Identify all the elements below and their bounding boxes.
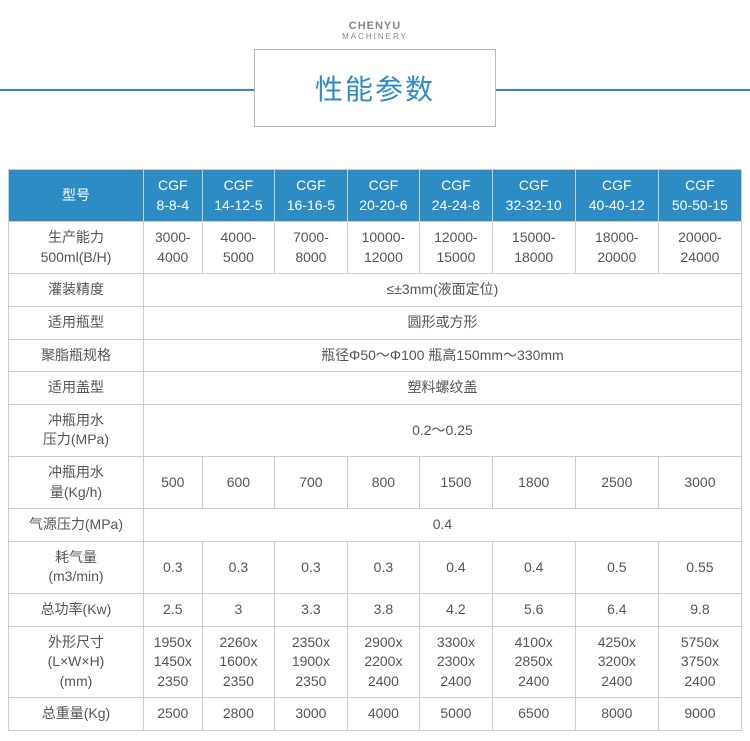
- table-row: 适用盖型塑料螺纹盖: [9, 372, 742, 405]
- cell-value: 2900x2200x2400: [347, 626, 420, 698]
- brand-subtitle: MACHINERY: [0, 32, 750, 41]
- cell-value: 2500: [575, 456, 658, 508]
- cell-value: 3.8: [347, 593, 420, 626]
- table-row: 冲瓶用水压力(MPa)0.2～0.25: [9, 404, 742, 456]
- cell-value: 3000: [658, 456, 741, 508]
- row-span-value: 0.2～0.25: [143, 404, 741, 456]
- header-label: 型号: [9, 170, 144, 222]
- row-label: 外形尺寸(L×W×H)(mm): [9, 626, 144, 698]
- cell-value: 0.55: [658, 541, 741, 593]
- cell-value: 3300x2300x2400: [420, 626, 493, 698]
- row-label: 气源压力(MPa): [9, 509, 144, 542]
- model-header: CGF40-40-12: [575, 170, 658, 222]
- cell-value: 5.6: [492, 593, 575, 626]
- spec-table: 型号CGF8-8-4CGF14-12-5CGF16-16-5CGF20-20-6…: [8, 169, 742, 731]
- table-row: 聚脂瓶规格瓶径Φ50～Φ100 瓶高150mm～330mm: [9, 339, 742, 372]
- cell-value: 0.4: [492, 541, 575, 593]
- cell-value: 0.5: [575, 541, 658, 593]
- cell-value: 4.2: [420, 593, 493, 626]
- cell-value: 2260x1600x2350: [202, 626, 275, 698]
- table-body: 生产能力500ml(B/H)3000-40004000-50007000-800…: [9, 222, 742, 731]
- row-span-value: 塑料螺纹盖: [143, 372, 741, 405]
- cell-value: 4100x2850x2400: [492, 626, 575, 698]
- cell-value: 12000-15000: [420, 222, 493, 274]
- cell-value: 500: [143, 456, 202, 508]
- cell-value: 2500: [143, 698, 202, 731]
- cell-value: 8000: [575, 698, 658, 731]
- row-label: 聚脂瓶规格: [9, 339, 144, 372]
- cell-value: 4000-5000: [202, 222, 275, 274]
- table-row: 外形尺寸(L×W×H)(mm)1950x1450x23502260x1600x2…: [9, 626, 742, 698]
- cell-value: 18000-20000: [575, 222, 658, 274]
- row-label: 冲瓶用水压力(MPa): [9, 404, 144, 456]
- row-label: 总重量(Kg): [9, 698, 144, 731]
- cell-value: 1800: [492, 456, 575, 508]
- cell-value: 1950x1450x2350: [143, 626, 202, 698]
- cell-value: 3: [202, 593, 275, 626]
- cell-value: 2350x1900x2350: [275, 626, 348, 698]
- table-row: 总重量(Kg)25002800300040005000650080009000: [9, 698, 742, 731]
- model-header: CGF14-12-5: [202, 170, 275, 222]
- cell-value: 2.5: [143, 593, 202, 626]
- title-box: 性能参数: [254, 49, 496, 127]
- cell-value: 2800: [202, 698, 275, 731]
- model-header: CGF8-8-4: [143, 170, 202, 222]
- cell-value: 600: [202, 456, 275, 508]
- cell-value: 4250x3200x2400: [575, 626, 658, 698]
- row-span-value: 瓶径Φ50～Φ100 瓶高150mm～330mm: [143, 339, 741, 372]
- title-wrap: 性能参数: [0, 49, 750, 129]
- row-label: 总功率(Kw): [9, 593, 144, 626]
- cell-value: 5750x3750x2400: [658, 626, 741, 698]
- cell-value: 5000: [420, 698, 493, 731]
- cell-value: 700: [275, 456, 348, 508]
- cell-value: 9.8: [658, 593, 741, 626]
- cell-value: 20000-24000: [658, 222, 741, 274]
- row-span-value: ≤±3mm(液面定位): [143, 274, 741, 307]
- cell-value: 6.4: [575, 593, 658, 626]
- table-header-row: 型号CGF8-8-4CGF14-12-5CGF16-16-5CGF20-20-6…: [9, 170, 742, 222]
- model-header: CGF50-50-15: [658, 170, 741, 222]
- row-label: 耗气量(m3/min): [9, 541, 144, 593]
- row-label: 适用盖型: [9, 372, 144, 405]
- cell-value: 6500: [492, 698, 575, 731]
- cell-value: 0.3: [143, 541, 202, 593]
- table-row: 生产能力500ml(B/H)3000-40004000-50007000-800…: [9, 222, 742, 274]
- cell-value: 800: [347, 456, 420, 508]
- model-header: CGF32-32-10: [492, 170, 575, 222]
- row-span-value: 圆形或方形: [143, 306, 741, 339]
- brand-block: CHENYU MACHINERY: [0, 20, 750, 41]
- spec-table-wrap: 型号CGF8-8-4CGF14-12-5CGF16-16-5CGF20-20-6…: [0, 129, 750, 741]
- cell-value: 3.3: [275, 593, 348, 626]
- cell-value: 4000: [347, 698, 420, 731]
- row-label: 适用瓶型: [9, 306, 144, 339]
- table-row: 气源压力(MPa)0.4: [9, 509, 742, 542]
- table-row: 灌装精度≤±3mm(液面定位): [9, 274, 742, 307]
- model-header: CGF16-16-5: [275, 170, 348, 222]
- cell-value: 10000-12000: [347, 222, 420, 274]
- model-header: CGF24-24-8: [420, 170, 493, 222]
- table-row: 冲瓶用水量(Kg/h)5006007008001500180025003000: [9, 456, 742, 508]
- cell-value: 0.4: [420, 541, 493, 593]
- cell-value: 3000: [275, 698, 348, 731]
- cell-value: 7000-8000: [275, 222, 348, 274]
- row-label: 生产能力500ml(B/H): [9, 222, 144, 274]
- page-title: 性能参数: [315, 68, 435, 108]
- cell-value: 15000-18000: [492, 222, 575, 274]
- row-label: 冲瓶用水量(Kg/h): [9, 456, 144, 508]
- cell-value: 1500: [420, 456, 493, 508]
- cell-value: 0.3: [202, 541, 275, 593]
- table-row: 耗气量(m3/min)0.30.30.30.30.40.40.50.55: [9, 541, 742, 593]
- model-header: CGF20-20-6: [347, 170, 420, 222]
- table-row: 适用瓶型圆形或方形: [9, 306, 742, 339]
- cell-value: 9000: [658, 698, 741, 731]
- row-span-value: 0.4: [143, 509, 741, 542]
- page-header: CHENYU MACHINERY 性能参数: [0, 0, 750, 129]
- cell-value: 0.3: [275, 541, 348, 593]
- row-label: 灌装精度: [9, 274, 144, 307]
- cell-value: 3000-4000: [143, 222, 202, 274]
- cell-value: 0.3: [347, 541, 420, 593]
- brand-name: CHENYU: [0, 20, 750, 32]
- table-row: 总功率(Kw)2.533.33.84.25.66.49.8: [9, 593, 742, 626]
